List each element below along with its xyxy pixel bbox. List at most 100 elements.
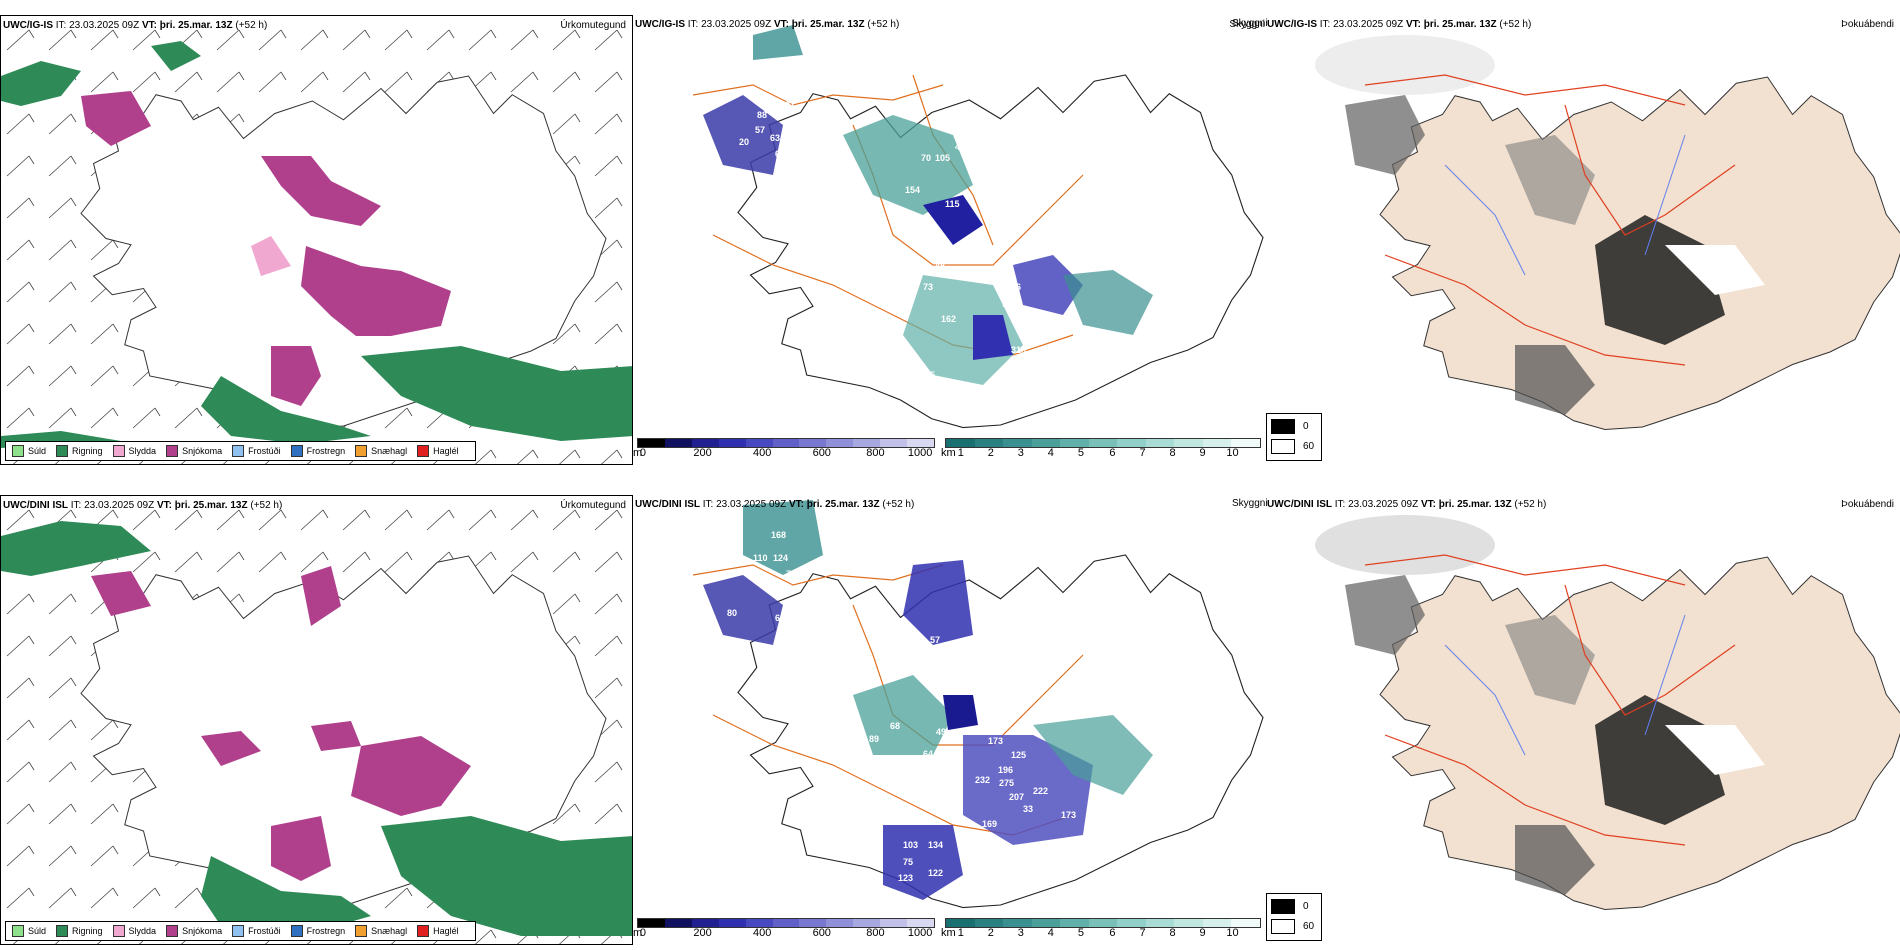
height-label: 145 [925, 399, 940, 409]
legend-item: Haglél [417, 445, 459, 457]
scale-unit: m [633, 447, 643, 459]
legend-label: Súld [28, 926, 47, 936]
it-label: IT: [687, 19, 699, 30]
snow-area [81, 91, 151, 146]
rain-area [201, 376, 371, 444]
run-header: UWC/DINI ISL IT: 23.03.2025 09Z VT: þri.… [635, 499, 914, 510]
height-label: 61 [775, 613, 785, 623]
legend-item: Slydda [112, 925, 156, 937]
height-label: 92 [1002, 299, 1012, 309]
legend-label: Haglél [433, 926, 459, 936]
height-label: 173 [988, 736, 1003, 746]
it-value: 23.03.2025 09Z [1348, 499, 1419, 510]
sky-label: Skyggni [1232, 498, 1268, 509]
fog-legend-label: 60 [1303, 441, 1315, 452]
legend-swatch [417, 445, 430, 457]
run-header: UWC/IG-IS IT: 23.03.2025 09Z VT: þri. 25… [1267, 19, 1531, 30]
scale-tick: 2 [987, 927, 994, 939]
height-label: 275 [999, 778, 1014, 788]
legend-swatch [166, 445, 179, 457]
height-label: 223 [1023, 330, 1038, 340]
scale-tick: 7 [1139, 447, 1146, 459]
fog-legend-label: 0 [1303, 901, 1309, 912]
cloud-map: 168 110 124 78 80 61 57 103 68 49 89 62 … [692, 500, 1264, 909]
lead-time: (+52 h) [1514, 499, 1547, 510]
it-value: 23.03.2025 09Z [1333, 19, 1404, 30]
panel-title: Þokuábendi [1841, 499, 1894, 510]
scale-tick: 800 [866, 927, 885, 939]
height-label: 66 [1011, 282, 1021, 292]
scale-tick: 800 [866, 447, 885, 459]
legend-swatch [56, 925, 69, 937]
legend-item: Haglél [417, 925, 459, 937]
legend-item: Rigning [56, 445, 103, 457]
height-label: 75 [903, 857, 913, 867]
vt-value: þri. 25.mar. 13Z [1423, 19, 1497, 30]
lead-time: (+52 h) [1499, 19, 1532, 30]
legend-swatch [355, 445, 368, 457]
height-label: 70 [905, 386, 915, 396]
scale-tick: 1000 [907, 927, 933, 939]
height-label: 96 [968, 167, 978, 177]
height-label: 90 [993, 269, 1003, 279]
legend-swatch [12, 445, 24, 457]
legend-swatch [112, 445, 125, 457]
model-name: UWC/IG-IS [635, 19, 685, 30]
fog-legend-label: 0 [1303, 421, 1309, 432]
height-label: 103 [923, 665, 938, 675]
legend-item: Súld [12, 445, 46, 457]
height-label: 95 [1047, 690, 1057, 700]
height-label: 18 [791, 149, 801, 159]
panel-title: Þokuábendi [1841, 19, 1894, 30]
model-name: UWC/IG-IS [1267, 19, 1317, 30]
it-label: IT: [55, 20, 67, 31]
precip-legend: Súld Rigning Slydda Snjókoma Frostúði Fr… [5, 441, 476, 461]
rain-area [361, 346, 632, 441]
legend-item: Snjókoma [166, 445, 222, 457]
it-value: 23.03.2025 09Z [84, 500, 155, 511]
height-label: 70 [921, 153, 931, 163]
legend-swatch [290, 445, 303, 457]
fog-legend-label: 60 [1303, 921, 1315, 932]
vt-value: þri. 25.mar. 13Z [1438, 499, 1512, 510]
fog-map [1315, 515, 1900, 911]
height-label: 62 [860, 763, 870, 773]
precip-legend: Súld Rigning Slydda Snjókoma Frostúði Fr… [5, 921, 476, 941]
height-label: 48 [935, 261, 945, 271]
height-label: 252 [788, 127, 803, 137]
legend-label: Snæhagl [371, 446, 408, 456]
height-label: 171 [923, 780, 938, 790]
legend-swatch [232, 445, 245, 457]
fog-panel-row2: UWC/DINI ISL IT: 23.03.2025 09Z VT: þri.… [1265, 495, 1900, 945]
height-label: 105 [935, 153, 950, 163]
scale-tick: 4 [1047, 927, 1054, 939]
legend-swatch [232, 925, 245, 937]
height-label: 220 [985, 200, 1000, 210]
height-label: 80 [727, 608, 737, 618]
scale-tick: 0 [639, 447, 647, 459]
km-colorbar [945, 918, 1261, 928]
run-header: UWC/IG-IS IT: 23.03.2025 09Z VT: þri. 25… [635, 19, 899, 30]
height-label: 232 [975, 775, 990, 785]
it-label: IT: [702, 499, 714, 510]
fog-legend: 0 60 [1266, 893, 1322, 941]
vt-label: VT: [773, 19, 789, 30]
snow-area [301, 246, 451, 336]
height-label: 111 [865, 287, 879, 297]
run-header: UWC/DINI ISL IT: 23.03.2025 09Z VT: þri.… [1267, 499, 1546, 510]
legend-item: Frostregn [290, 925, 345, 937]
height-label: 134 [928, 840, 943, 850]
scale-tick: 8 [1169, 447, 1176, 459]
panel-title: Skyggni [1229, 19, 1265, 30]
height-label: 57 [930, 635, 940, 645]
model-name: UWC/DINI ISL [3, 500, 68, 511]
height-label: 82 [889, 261, 899, 271]
legend-label: Snjókoma [182, 926, 223, 936]
height-label: 105 [829, 777, 844, 787]
scale-unit: m [633, 927, 643, 939]
height-label: 196 [998, 765, 1013, 775]
height-label: 70 [951, 398, 961, 408]
height-label: 162 [941, 314, 956, 324]
km-scale: 1 2 3 4 5 6 7 8 9 10 km [941, 918, 1261, 939]
km-scale: 1 2 3 4 5 6 7 8 9 10 km [941, 438, 1261, 459]
